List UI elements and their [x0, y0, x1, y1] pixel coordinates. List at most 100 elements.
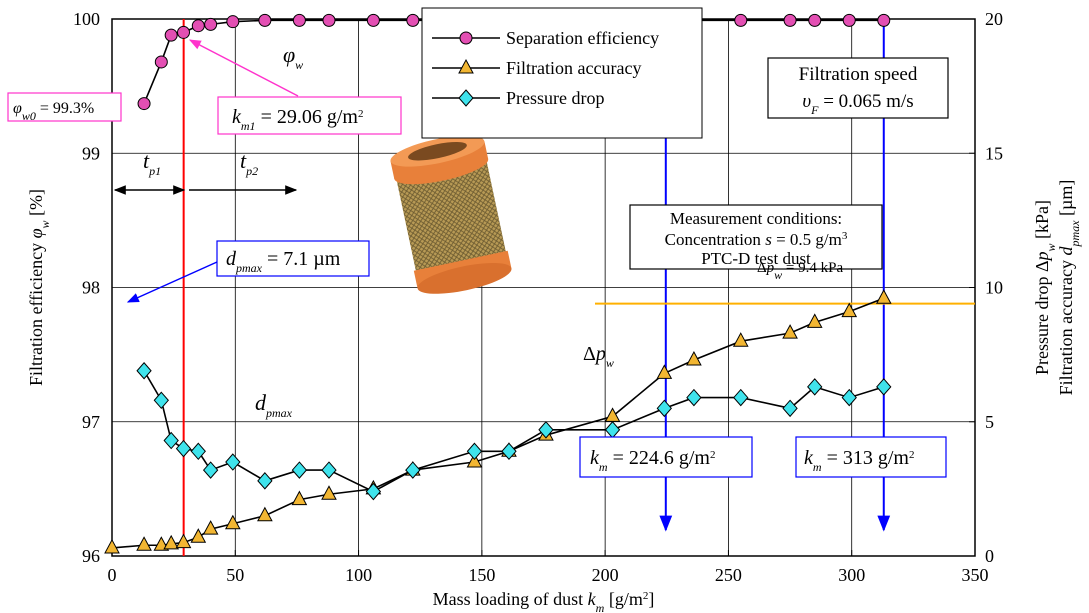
annotation-arrow	[190, 40, 298, 96]
data-point	[842, 390, 856, 406]
annotation-part: 3	[842, 230, 848, 242]
data-point	[258, 473, 272, 489]
annotation-part: = 29.06 g/m	[256, 106, 359, 128]
data-point	[191, 529, 205, 542]
x-tick-label: 100	[345, 565, 372, 585]
data-point	[657, 400, 671, 416]
x-axis-label-part: Mass loading of dust	[433, 589, 588, 609]
y2-tick-label: 15	[985, 143, 1003, 163]
annotation-part: = 224.6 g/m	[608, 447, 711, 469]
data-point	[322, 486, 336, 499]
annotation-part: p2	[245, 164, 258, 178]
annotation-part: φ	[283, 42, 295, 67]
annotation-part: Δ	[757, 260, 767, 276]
annotation-part: m1	[241, 119, 256, 133]
annotation-part: Filtration speed	[799, 64, 918, 85]
y2-axis-label-part: p	[1032, 251, 1052, 262]
annotation-part: m	[813, 460, 822, 474]
data-point	[205, 18, 217, 30]
data-point	[178, 26, 190, 38]
annotation-part: 2	[909, 449, 915, 461]
filter-photo	[388, 129, 514, 300]
x-tick-label: 200	[592, 565, 619, 585]
data-point	[165, 29, 177, 41]
annotation-part: p1	[148, 164, 161, 178]
data-point	[843, 14, 855, 26]
y-axis-label-part: φ	[26, 228, 46, 238]
annotation-part: = 0.5 g/m	[772, 230, 842, 249]
data-point	[367, 14, 379, 26]
data-point	[406, 462, 420, 478]
data-point	[292, 462, 306, 478]
data-point	[783, 400, 797, 416]
annotation-part: = 0.065 m/s	[818, 91, 913, 112]
annotation: tp1	[143, 148, 161, 178]
data-point	[606, 422, 620, 438]
chart: 0501001502002503003509697989910005101520…	[0, 0, 1089, 613]
x-axis-label-part: ]	[648, 589, 654, 609]
data-point	[808, 379, 822, 395]
y2-axis-label: Filtration accuracy dpmax [µm]	[1056, 180, 1082, 396]
data-point	[734, 390, 748, 406]
x-tick-label: 150	[468, 565, 495, 585]
series-line	[144, 371, 884, 492]
annotation-part: w	[774, 268, 782, 282]
data-point	[606, 408, 620, 421]
legend-label: Pressure drop	[506, 88, 604, 108]
data-point	[192, 20, 204, 32]
annotation-part: υ	[802, 91, 811, 112]
y2-axis-label-part: Pressure drop Δ	[1032, 260, 1052, 375]
data-point	[877, 290, 891, 303]
data-point	[687, 390, 701, 406]
data-point	[467, 443, 481, 459]
annotation: Measurement conditions:	[670, 209, 842, 228]
y2-axis-label: Pressure drop Δpw [kPa]	[1032, 200, 1058, 375]
data-point	[204, 462, 218, 478]
data-point	[137, 363, 151, 379]
y-axis-label-part: [%]	[26, 189, 46, 220]
data-point	[227, 16, 239, 28]
data-point	[191, 443, 205, 459]
data-point	[164, 536, 178, 549]
x-tick-label: 0	[108, 565, 117, 585]
annotation-part: m	[599, 460, 608, 474]
y-tick-label: 98	[82, 278, 100, 298]
y-tick-label: 96	[82, 546, 100, 566]
data-point	[259, 14, 271, 26]
data-point	[154, 392, 168, 408]
legend-label: Separation efficiency	[506, 28, 659, 48]
legend-marker	[460, 32, 472, 44]
y-tick-label: 97	[82, 412, 100, 432]
y2-axis-label-part: pmax	[1068, 220, 1082, 248]
y-axis-label-part: Filtration efficiency	[26, 238, 46, 386]
annotation-part: w	[295, 58, 303, 72]
x-tick-label: 50	[226, 565, 244, 585]
data-point	[878, 14, 890, 26]
y-axis-label: Filtration efficiency φw [%]	[26, 189, 52, 386]
annotation-part: w0	[22, 109, 36, 123]
y2-tick-label: 0	[985, 546, 994, 566]
x-axis-label-part: [g/m	[604, 589, 643, 609]
annotation-part: w	[606, 356, 614, 370]
annotation: Δpw	[583, 343, 614, 370]
annotation-part: p	[594, 343, 606, 365]
data-point	[502, 443, 516, 459]
data-point	[809, 14, 821, 26]
x-tick-label: 350	[962, 565, 989, 585]
series-line	[112, 298, 884, 548]
y2-axis-label-part: [µm]	[1056, 180, 1076, 221]
y2-axis-label-part: Filtration accuracy	[1056, 255, 1076, 395]
data-point	[323, 14, 335, 26]
y2-axis-label-part: [kPa]	[1032, 200, 1052, 244]
annotation-part: Concentration	[665, 230, 766, 249]
annotation-arrow	[128, 262, 217, 302]
annotation-part: = 313 g/m	[822, 447, 910, 469]
data-point	[177, 441, 191, 457]
annotation: tp2	[240, 148, 258, 178]
annotation-part: pmax	[265, 406, 293, 420]
data-point	[105, 540, 119, 553]
data-point	[155, 56, 167, 68]
annotation: dpmax	[255, 390, 293, 420]
data-point	[293, 14, 305, 26]
x-tick-label: 250	[715, 565, 742, 585]
